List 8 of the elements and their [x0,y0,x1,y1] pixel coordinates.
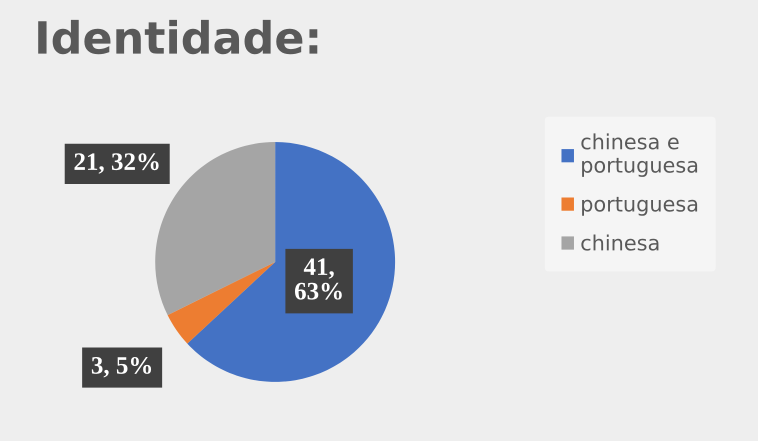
data-label: 41, 63% [295,258,342,300]
data-label: 21, 32% [74,153,159,174]
data-label: 3, 5% [92,356,152,378]
legend-label: chinesa e portuguesa [581,133,698,177]
legend-label: chinesa [581,234,658,251]
chart-title: Identidade: [38,20,318,54]
pie-slice [168,262,276,344]
legend-label: portuguesa [582,196,698,216]
